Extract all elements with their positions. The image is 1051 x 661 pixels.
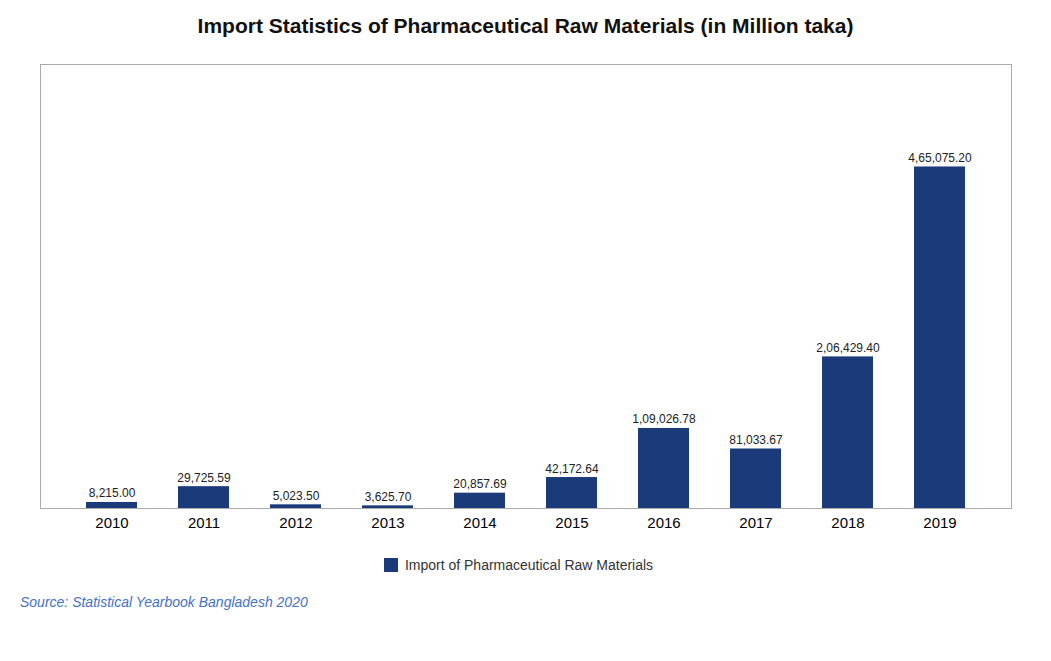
svg-text:2011: 2011 <box>188 514 220 531</box>
svg-text:8,215.00: 8,215.00 <box>89 486 136 500</box>
svg-text:2016: 2016 <box>647 514 680 531</box>
svg-text:2010: 2010 <box>95 514 128 531</box>
html-text:Import Statistics of Pharmaceu: Import Statistics of Pharmaceutical Raw … <box>197 14 854 37</box>
svg-text:2013: 2013 <box>371 514 404 531</box>
svg-text:1,09,026.78: 1,09,026.78 <box>632 412 696 426</box>
svg-text:2017: 2017 <box>739 514 772 531</box>
svg-text:5,023.50: 5,023.50 <box>273 489 320 503</box>
svg-text:2018: 2018 <box>831 514 864 531</box>
svg-text:2015: 2015 <box>555 514 588 531</box>
html-text:Source: Statistical Yearbook B: Source: Statistical Yearbook Bangladesh … <box>20 594 308 610</box>
svg-text:3,625.70: 3,625.70 <box>365 490 412 504</box>
svg-text:81,033.67: 81,033.67 <box>729 433 783 447</box>
svg-text:2012: 2012 <box>279 514 312 531</box>
svg-text:4,65,075.20: 4,65,075.20 <box>908 151 972 165</box>
svg-text:29,725.59: 29,725.59 <box>177 471 231 485</box>
svg-text:42,172.64: 42,172.64 <box>545 462 599 476</box>
svg-text:2,06,429.40: 2,06,429.40 <box>816 341 880 355</box>
svg-text:2014: 2014 <box>463 514 496 531</box>
svg-text:20,857.69: 20,857.69 <box>453 477 507 491</box>
svg-text:2019: 2019 <box>923 514 956 531</box>
html-text:Import of Pharmaceutical Raw M: Import of Pharmaceutical Raw Materials <box>404 556 654 573</box>
